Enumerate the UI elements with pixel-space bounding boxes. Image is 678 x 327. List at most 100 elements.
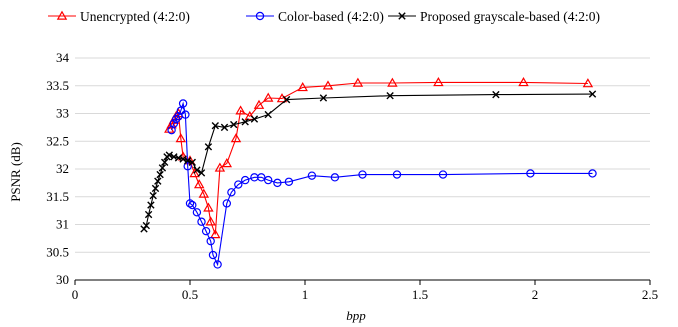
series-triangle <box>164 77 594 239</box>
y-tick-label: 33 <box>56 106 69 121</box>
data-point <box>179 155 187 163</box>
data-point <box>158 164 167 172</box>
data-point <box>206 236 215 246</box>
data-point <box>392 170 402 179</box>
data-point <box>330 173 340 182</box>
data-point <box>193 166 201 174</box>
data-point <box>273 178 282 188</box>
data-point <box>208 250 218 260</box>
data-point <box>319 94 328 102</box>
data-point <box>230 133 242 143</box>
y-tick-label: 34 <box>56 50 70 65</box>
data-point <box>185 199 195 208</box>
data-point <box>250 115 259 123</box>
data-point <box>241 118 249 126</box>
gridlines <box>75 57 650 253</box>
data-point <box>203 202 214 212</box>
x-tick-label: 0.5 <box>182 287 198 302</box>
data-point <box>264 175 273 185</box>
data-point <box>386 92 394 100</box>
data-point <box>221 158 233 168</box>
y-tick-label: 33.5 <box>46 78 69 93</box>
data-point <box>154 177 162 185</box>
y-tick-label: 31 <box>56 217 69 232</box>
data-point <box>211 122 219 130</box>
data-point <box>197 217 206 226</box>
y-tick-label: 30.5 <box>46 244 69 259</box>
data-point <box>322 80 334 90</box>
data-point <box>282 95 291 104</box>
legend-marker <box>398 12 406 20</box>
data-point <box>264 110 272 119</box>
data-point <box>184 156 192 165</box>
data-point <box>188 200 197 210</box>
data-point <box>183 162 192 171</box>
data-point <box>178 99 188 108</box>
legend-marker <box>56 10 68 20</box>
data-point <box>352 77 364 87</box>
data-point <box>387 77 398 87</box>
data-point <box>588 90 597 98</box>
data-point <box>181 110 190 119</box>
data-point <box>235 105 246 115</box>
data-point <box>588 169 597 178</box>
data-point <box>234 180 243 189</box>
data-point <box>358 170 367 179</box>
data-point <box>197 169 206 177</box>
data-point <box>582 78 594 88</box>
data-point <box>147 201 155 209</box>
legend-label: Unencrypted (4:2:0) <box>80 9 190 24</box>
series-circle <box>167 99 597 269</box>
data-point <box>189 168 200 178</box>
legend: Unencrypted (4:2:0) Color-based (4:2:0) Pr… <box>48 9 600 24</box>
data-point <box>230 120 238 129</box>
legend-label: Color-based (4:2:0) <box>278 9 384 24</box>
data-point <box>438 170 448 179</box>
data-point <box>140 225 148 233</box>
x-axis-label: bpp <box>346 308 366 323</box>
data-point <box>198 188 210 198</box>
data-point <box>164 123 175 133</box>
data-point <box>297 82 308 92</box>
legend-marker <box>255 11 265 21</box>
data-point <box>169 119 179 128</box>
data-point <box>210 229 221 239</box>
data-point <box>492 90 500 99</box>
data-point <box>156 170 164 179</box>
y-axis-label: PSNR (dB) <box>8 142 23 202</box>
data-point <box>144 210 153 219</box>
data-point <box>204 143 213 151</box>
series-line <box>168 81 588 235</box>
data-point <box>188 158 196 167</box>
x-tick-label: 1.5 <box>412 287 428 302</box>
x-tick-label: 2.5 <box>642 287 658 302</box>
axes: 30 30.5 31 31.5 32 32.5 33 33.5 34 0 0.5 1 1.5 2 2.5 <box>46 50 658 302</box>
data-point <box>257 173 266 182</box>
data-point <box>205 216 216 226</box>
y-tick-label: 31.5 <box>46 189 69 204</box>
data-point <box>240 175 250 185</box>
data-point <box>220 123 229 132</box>
data-point <box>193 179 205 189</box>
data-point <box>307 171 317 180</box>
data-point <box>518 77 529 87</box>
data-point <box>213 260 222 269</box>
data-point <box>175 133 187 143</box>
x-tick-label: 0 <box>72 287 79 302</box>
data-point <box>149 191 157 200</box>
y-tick-label: 30 <box>56 272 69 287</box>
data-point <box>192 208 202 217</box>
data-point <box>165 151 173 159</box>
x-tick-label: 1 <box>302 287 309 302</box>
y-tick-label: 32.5 <box>46 133 69 148</box>
data-point <box>214 162 226 172</box>
data-point <box>253 99 265 109</box>
data-point <box>262 92 274 102</box>
data-point <box>171 114 181 124</box>
data-point <box>284 177 294 186</box>
legend-label: Proposed grayscale-based (4:2:0) <box>420 9 600 24</box>
data-point <box>227 188 236 197</box>
data-point <box>142 221 150 230</box>
data-point <box>201 226 211 236</box>
